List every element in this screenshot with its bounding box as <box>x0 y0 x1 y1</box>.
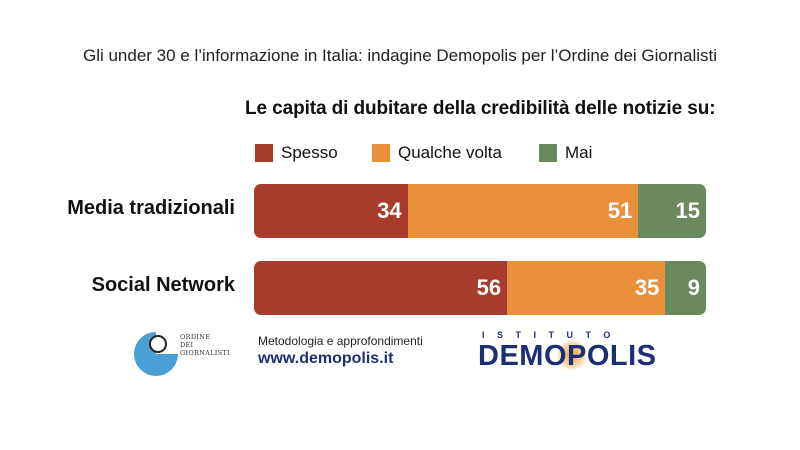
legend-item-qualche-volta: Qualche volta <box>372 143 502 163</box>
ordine-logo-icon <box>134 332 178 376</box>
category-label-media-tradizionali: Media tradizionali <box>67 197 235 219</box>
bar-row-social-network: 56 35 9 <box>254 261 706 315</box>
page-headline: Gli under 30 e l’informazione in Italia:… <box>82 46 718 65</box>
methodology-label: Metodologia e approfondimenti <box>258 334 423 348</box>
bar-row-media-tradizionali: 34 51 15 <box>254 184 706 238</box>
legend-label-qualche-volta: Qualche volta <box>398 143 502 162</box>
data-label-mai: 9 <box>687 275 700 300</box>
data-label-qualche-volta: 51 <box>607 198 633 223</box>
brand-glow-icon <box>557 340 587 370</box>
data-label-qualche-volta: 35 <box>634 275 660 300</box>
legend-swatch-qualche-volta <box>372 144 390 162</box>
website-link[interactable]: www.demopolis.it <box>258 350 394 367</box>
legend-item-spesso: Spesso <box>255 143 338 163</box>
brand-istituto: ISTITUTO <box>482 330 623 340</box>
ordine-giornalisti-logo <box>132 330 232 378</box>
ordine-line-3: GIORNALISTI <box>180 349 230 357</box>
bar-segment-spesso: 34 <box>254 184 408 238</box>
ordine-line-2: DEI <box>180 341 194 349</box>
legend-label-spesso: Spesso <box>281 143 338 162</box>
bar-segment-mai: 9 <box>665 261 706 315</box>
legend-item-mai: Mai <box>539 143 592 163</box>
ordine-logo-text: ORDINE DEI GIORNALISTI <box>180 333 230 357</box>
data-label-mai: 15 <box>675 198 700 223</box>
chart-title: Le capita di dubitare della credibilità … <box>245 98 716 119</box>
bar-segment-qualche-volta: 35 <box>507 261 666 315</box>
data-label-spesso: 56 <box>476 275 502 300</box>
category-label-social-network: Social Network <box>91 274 235 296</box>
bar-segment-mai: 15 <box>638 184 706 238</box>
bar-segment-qualche-volta: 51 <box>407 184 639 238</box>
legend-label-mai: Mai <box>565 143 593 162</box>
legend-swatch-mai <box>539 144 557 162</box>
legend-swatch-spesso <box>255 144 273 162</box>
data-label-spesso: 34 <box>377 198 402 223</box>
bar-segment-spesso: 56 <box>254 261 508 315</box>
ordine-line-1: ORDINE <box>180 333 211 341</box>
brand-demopolis-logo: DEMOPOLIS <box>478 340 657 372</box>
